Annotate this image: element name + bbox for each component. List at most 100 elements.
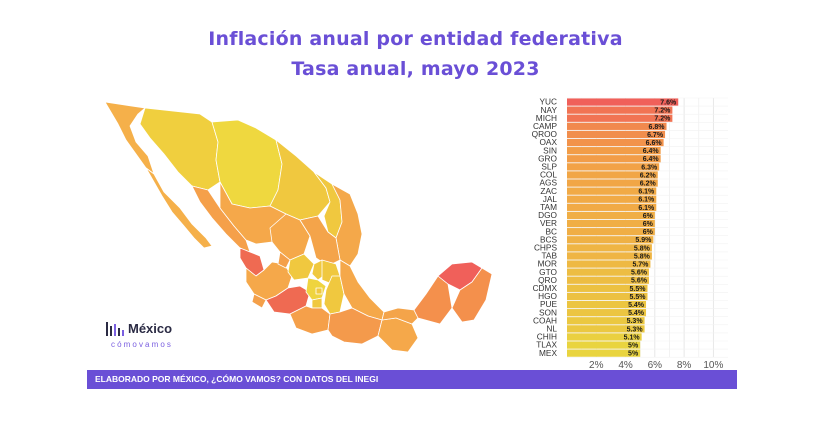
bar-oax [567, 138, 664, 147]
map-state-col [251, 293, 267, 309]
bar-qro [567, 276, 649, 284]
category-label: SON [539, 307, 557, 317]
category-label: JAL [543, 194, 558, 204]
category-label: SIN [543, 145, 557, 155]
value-label: 5.1% [624, 334, 641, 341]
value-label: 6.4% [643, 148, 660, 155]
value-label: 5% [628, 342, 639, 349]
category-label: GTO [539, 267, 557, 277]
bar-sin [567, 147, 661, 155]
bar-qroo [567, 130, 666, 139]
category-label: OAX [539, 137, 557, 147]
category-label: CHPS [534, 242, 558, 252]
map-state-mor [311, 297, 323, 309]
value-label: 6.7% [647, 132, 664, 139]
bar-mich [567, 114, 673, 122]
bar-col [567, 171, 658, 179]
bar-tab [567, 252, 652, 260]
map-state-ags [277, 251, 291, 269]
category-label: BCS [540, 234, 558, 244]
value-label: 5.9% [635, 237, 652, 244]
value-label: 5.7% [632, 261, 649, 268]
logo-word: México [128, 321, 173, 336]
bar-mex [567, 349, 641, 357]
bar-zac [567, 187, 657, 195]
category-label: CDMX [533, 283, 558, 293]
bar-dgo [567, 211, 655, 220]
category-label: MICH [536, 113, 557, 123]
value-label: 6.2% [640, 172, 657, 179]
category-label: CHIH [537, 332, 557, 342]
map-state-camp [413, 275, 453, 325]
map-state-tab [381, 307, 419, 325]
bar-nay [567, 106, 673, 114]
category-label: YUC [539, 97, 557, 107]
category-label: VER [540, 218, 557, 228]
x-tick-label: 2% [589, 360, 604, 371]
logo-subword: cómovamos [111, 340, 174, 349]
bar-bc [567, 228, 655, 236]
category-label: CAMP [533, 121, 557, 131]
value-label: 5% [628, 351, 639, 358]
category-label: QROO [532, 129, 558, 139]
bar-jal [567, 195, 657, 203]
x-tick-label: 4% [618, 360, 633, 371]
category-label: AGS [539, 178, 557, 188]
category-label: TAB [541, 251, 557, 261]
value-label: 6.6% [646, 140, 663, 147]
mexico-como-vamos-logo: México cómovamos [104, 318, 184, 354]
value-label: 6.2% [640, 180, 657, 187]
map-state-jal [245, 261, 293, 301]
bar-hgo [567, 292, 648, 301]
category-label: PUE [540, 299, 558, 309]
bar-chart: YUC 7.6% NAY 7.2% MICH 7.2% CAMP 6.8% QROO 6.7% OA… [532, 97, 728, 371]
category-label: NAY [541, 105, 558, 115]
bar-son [567, 309, 647, 317]
value-label: 7.2% [654, 108, 671, 115]
category-label: QRO [538, 275, 557, 285]
category-label: ZAC [540, 186, 557, 196]
category-label: COAH [533, 315, 557, 325]
bar-mor [567, 260, 651, 268]
map-state-bc [104, 101, 155, 175]
bar-ags [567, 179, 658, 187]
value-label: 6.1% [638, 205, 655, 212]
category-label: GRO [538, 153, 557, 163]
map-state-qroo [451, 267, 493, 323]
value-label: 6.1% [638, 189, 655, 196]
mexico-state-map [104, 101, 493, 353]
value-label: 5.3% [627, 326, 644, 333]
bar-cdmx [567, 284, 648, 292]
value-label: 6.4% [643, 156, 660, 163]
bar-pue [567, 300, 647, 309]
category-label: TLAX [536, 340, 557, 350]
value-label: 7.2% [654, 116, 671, 123]
logo-bars-icon [106, 322, 124, 336]
value-label: 5.8% [634, 245, 651, 252]
bar-tlax [567, 341, 641, 349]
category-label: DGO [538, 210, 557, 220]
category-label: TAM [540, 202, 557, 212]
category-label: BC [545, 226, 557, 236]
chart-subtitle: Tasa anual, mayo 2023 [291, 58, 540, 80]
value-label: 6.1% [638, 197, 655, 204]
value-label: 7.6% [660, 99, 677, 106]
bar-coah [567, 317, 645, 325]
category-label: COL [540, 170, 557, 180]
x-tick-label: 6% [648, 360, 663, 371]
value-label: 6.3% [641, 164, 658, 171]
bar-nl [567, 325, 645, 333]
map-state-bcs [145, 167, 213, 249]
value-label: 6% [643, 229, 654, 236]
bar-chps [567, 244, 652, 252]
bar-gto [567, 268, 649, 276]
value-label: 5.6% [631, 270, 648, 277]
bar-ver [567, 219, 655, 228]
value-label: 5.5% [630, 286, 647, 293]
x-tick-label: 10% [703, 360, 723, 371]
value-label: 5.4% [628, 310, 645, 317]
category-label: MOR [538, 259, 557, 269]
bar-tam [567, 203, 657, 211]
bar-bcs [567, 236, 654, 244]
category-label: MEX [539, 348, 557, 358]
